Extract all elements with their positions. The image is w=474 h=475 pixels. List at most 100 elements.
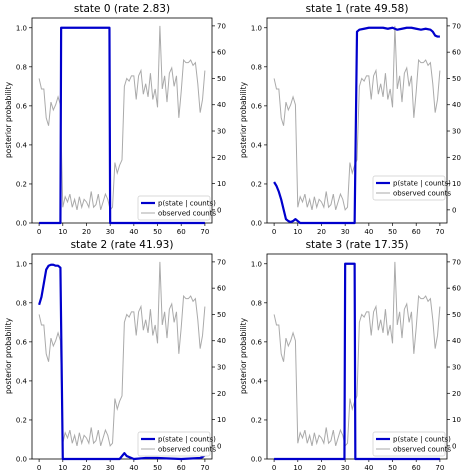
x-tick-label: 30 bbox=[341, 228, 350, 236]
y-tick-label: 0.8 bbox=[16, 63, 27, 71]
y2-tick-label: 0 bbox=[217, 442, 221, 450]
y2-tick-label: 30 bbox=[217, 128, 226, 136]
x-ticks: 0 10 20 30 40 50 60 70 bbox=[272, 223, 444, 236]
y2-tick-label: 20 bbox=[452, 390, 461, 398]
y2-tick-label: 10 bbox=[452, 416, 461, 424]
x-tick-label: 30 bbox=[106, 464, 115, 472]
plot-frame bbox=[31, 253, 213, 460]
legend-box bbox=[372, 175, 446, 201]
posterior-line bbox=[274, 262, 440, 461]
legend: p(state | counts) observed counts bbox=[137, 195, 216, 221]
legend-box bbox=[372, 431, 446, 457]
y-tick-label: 0.2 bbox=[16, 180, 27, 188]
y2-tick-label: 10 bbox=[217, 180, 226, 188]
x-ticks: 0 10 20 30 40 50 60 70 bbox=[37, 459, 209, 472]
y-tick-label: 0.4 bbox=[16, 141, 28, 149]
y-tick-label: 0.0 bbox=[16, 456, 27, 464]
y-tick-label: 1.0 bbox=[251, 260, 262, 268]
observed-counts-line bbox=[38, 261, 206, 447]
x-tick-label: 60 bbox=[412, 228, 421, 236]
posterior-series bbox=[273, 26, 440, 225]
x-tick-label: 10 bbox=[293, 228, 302, 236]
y2-tick-label: 20 bbox=[217, 390, 226, 398]
x-tick-label: 50 bbox=[153, 228, 162, 236]
x-tick-label: 20 bbox=[317, 228, 326, 236]
x-tick-label: 20 bbox=[82, 228, 91, 236]
y2-tick-label: 60 bbox=[452, 49, 461, 57]
x-tick-label: 40 bbox=[129, 464, 138, 472]
y-ticks: 0.0 0.2 0.4 0.6 0.8 1.0 bbox=[16, 24, 32, 228]
legend-label-posterior: p(state | counts) bbox=[393, 436, 451, 444]
y-axis-label: posterior probability bbox=[239, 81, 248, 158]
y-tick-label: 0.8 bbox=[251, 299, 262, 307]
legend-label-observed: observed counts bbox=[158, 446, 216, 454]
y-tick-label: 0.4 bbox=[251, 141, 263, 149]
y2-tick-label: 0 bbox=[217, 206, 221, 214]
posterior-line bbox=[39, 26, 205, 225]
y2-tick-label: 10 bbox=[452, 180, 461, 188]
y2-tick-label: 70 bbox=[217, 22, 226, 30]
x-tick-label: 50 bbox=[388, 464, 397, 472]
panel-state-0: state 0 (rate 2.83) posterior probabilit… bbox=[4, 3, 226, 236]
y-tick-label: 0.6 bbox=[16, 102, 28, 110]
y2-tick-label: 40 bbox=[217, 337, 226, 345]
legend: p(state | counts) observed counts bbox=[372, 175, 451, 201]
observed-counts-series bbox=[273, 25, 441, 211]
y-tick-label: 0.8 bbox=[251, 63, 262, 71]
y2-tick-label: 40 bbox=[217, 101, 226, 109]
x-tick-label: 0 bbox=[37, 464, 41, 472]
x-tick-label: 30 bbox=[341, 464, 350, 472]
y2-ticks: 0 10 20 30 40 50 60 70 bbox=[212, 258, 226, 450]
y-tick-label: 0.4 bbox=[16, 377, 28, 385]
observed-counts-series bbox=[38, 25, 206, 211]
y2-tick-label: 10 bbox=[217, 416, 226, 424]
x-tick-label: 70 bbox=[435, 228, 444, 236]
y2-tick-label: 0 bbox=[452, 442, 456, 450]
y-tick-label: 1.0 bbox=[16, 260, 27, 268]
posterior-series bbox=[39, 26, 205, 225]
x-tick-label: 70 bbox=[200, 228, 209, 236]
panel-state-3: state 3 (rate 17.35) posterior probabili… bbox=[239, 239, 461, 472]
x-tick-label: 10 bbox=[58, 228, 67, 236]
y-tick-label: 0.2 bbox=[251, 416, 262, 424]
legend-label-observed: observed counts bbox=[393, 190, 451, 198]
plot-frame bbox=[266, 17, 448, 224]
y-tick-label: 0.8 bbox=[16, 299, 27, 307]
y2-tick-label: 50 bbox=[452, 75, 461, 83]
y-ticks: 0.0 0.2 0.4 0.6 0.8 1.0 bbox=[251, 24, 267, 228]
y2-tick-label: 60 bbox=[452, 285, 461, 293]
y2-ticks: 0 10 20 30 40 50 60 70 bbox=[212, 22, 226, 214]
y2-tick-label: 40 bbox=[452, 101, 461, 109]
y2-tick-label: 50 bbox=[452, 311, 461, 319]
observed-counts-line bbox=[273, 261, 441, 447]
x-tick-label: 40 bbox=[364, 464, 373, 472]
x-tick-label: 60 bbox=[412, 464, 421, 472]
panel-state-2: state 2 (rate 41.93) posterior probabili… bbox=[4, 239, 226, 472]
legend: p(state | counts) observed counts bbox=[137, 431, 216, 457]
legend-label-posterior: p(state | counts) bbox=[393, 180, 451, 188]
y-tick-label: 0.6 bbox=[16, 338, 28, 346]
y2-tick-label: 60 bbox=[217, 49, 226, 57]
x-tick-label: 0 bbox=[272, 228, 276, 236]
x-tick-label: 30 bbox=[106, 228, 115, 236]
y2-tick-label: 40 bbox=[452, 337, 461, 345]
y2-tick-label: 70 bbox=[217, 258, 226, 266]
y2-tick-label: 20 bbox=[217, 154, 226, 162]
y-tick-label: 0.4 bbox=[251, 377, 263, 385]
y-axis-label: posterior probability bbox=[4, 81, 13, 158]
x-tick-label: 50 bbox=[388, 228, 397, 236]
y2-tick-label: 50 bbox=[217, 311, 226, 319]
x-tick-label: 70 bbox=[200, 464, 209, 472]
legend: p(state | counts) observed counts bbox=[372, 431, 451, 457]
y-ticks: 0.0 0.2 0.4 0.6 0.8 1.0 bbox=[16, 260, 32, 464]
y2-tick-label: 70 bbox=[452, 22, 461, 30]
x-tick-label: 10 bbox=[293, 464, 302, 472]
x-tick-label: 50 bbox=[153, 464, 162, 472]
y2-tick-label: 30 bbox=[217, 364, 226, 372]
legend-label-posterior: p(state | counts) bbox=[158, 200, 216, 208]
posterior-series bbox=[274, 262, 440, 461]
x-ticks: 0 10 20 30 40 50 60 70 bbox=[272, 459, 444, 472]
x-tick-label: 0 bbox=[272, 464, 276, 472]
x-tick-label: 20 bbox=[82, 464, 91, 472]
